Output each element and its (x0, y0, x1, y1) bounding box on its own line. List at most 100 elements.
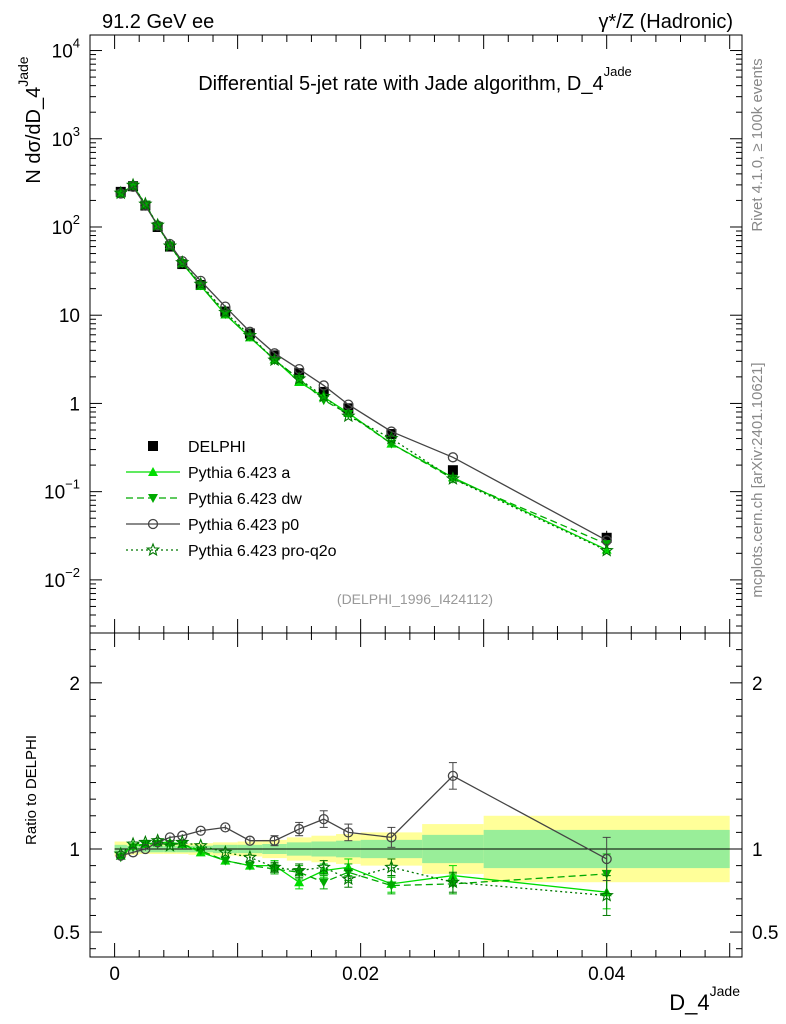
ratio-series-line (120, 843, 607, 887)
y-tick-label: 10−1 (44, 477, 80, 504)
y-tick-label: 10 (59, 306, 80, 327)
series-line (120, 186, 607, 542)
ratio-y-tick-label-left: 0.5 (54, 923, 80, 944)
ratio-series-point (220, 822, 231, 833)
series-point (125, 177, 141, 192)
x-axis-label-text: D_4 (669, 990, 709, 1015)
legend-label: Pythia 6.423 a (188, 465, 290, 482)
x-tick-label: 0.02 (342, 964, 379, 985)
ratio-y-tick-label-left: 1 (69, 840, 80, 861)
ratio-series-point (267, 859, 282, 874)
y-tick-label-base: 10 (59, 306, 80, 327)
ratio-series-point (244, 835, 256, 846)
main-title-sup: Jade (604, 64, 632, 79)
series-point (115, 188, 126, 199)
ratio-series-point (195, 825, 206, 836)
process-label: γ*/Z (Hadronic) (599, 11, 733, 33)
series-point (341, 408, 356, 423)
legend-item: Pythia 6.423 pro-q2o (126, 542, 337, 560)
y-tick-label-base: 10 (52, 130, 73, 151)
ratio-series-point (113, 846, 128, 861)
y-tick-label-base: 10 (44, 483, 65, 504)
y-tick-label: 1 (69, 394, 80, 415)
series-point (242, 327, 258, 342)
ratio-series-point (242, 849, 258, 864)
series-point (599, 543, 614, 557)
ratio-series-point (384, 859, 399, 874)
ratio-series-point (115, 850, 126, 861)
ratio-series-point (193, 838, 208, 852)
x-tick-label: 0.04 (588, 964, 625, 985)
legend-item: Pythia 6.423 p0 (126, 517, 299, 534)
legend-label: Pythia 6.423 p0 (188, 517, 299, 534)
y-tick-label-base: 10 (44, 571, 65, 592)
legend-marker (148, 494, 158, 503)
y-tick-label-exp: 4 (73, 36, 80, 51)
main-y-label-sup: Jade (15, 56, 31, 87)
series-point (162, 238, 178, 253)
watermark: (DELPHI_1996_I424112) (337, 591, 493, 607)
ratio-series-point (138, 834, 153, 849)
ratio-plot-panel: 0.5 0.5 1 1 2 2 0 0.02 0.04 (54, 632, 778, 985)
ratio-series-point (164, 832, 176, 843)
legend-label: DELPHI (188, 439, 246, 456)
y-tick-label-base: 10 (52, 42, 73, 63)
main-title-text: Differential 5-jet rate with Jade algori… (198, 73, 603, 95)
ratio-series-point (599, 888, 614, 902)
ratio-series-point (318, 878, 329, 888)
y-tick-label-base: 10 (52, 218, 73, 239)
legend-item: DELPHI (148, 439, 246, 456)
ratio-series-point (244, 861, 255, 871)
series-point (447, 452, 459, 463)
y-tick-label-base: 1 (69, 394, 80, 415)
series-point (113, 185, 128, 200)
ratio-plot-frame (89, 632, 743, 958)
ratio-series-point (447, 770, 459, 782)
y-tick-label: 103 (52, 124, 80, 151)
ratio-series-point (318, 813, 329, 825)
y-tick-label-exp: 3 (73, 124, 80, 139)
data-point (447, 465, 458, 476)
ratio-series-point (386, 832, 397, 843)
ratio-y-tick-label-right: 2 (752, 674, 763, 695)
ratio-series-point (162, 838, 178, 852)
data-point (601, 532, 612, 543)
series-point (193, 276, 208, 291)
series-point (175, 255, 190, 269)
series-point (384, 431, 399, 445)
legend-item: Pythia 6.423 dw (126, 491, 302, 508)
x-axis-label-sup: Jade (710, 983, 741, 999)
series-point (267, 352, 282, 367)
legend: DELPHI Pythia 6.423 a Pythia 6.423 dw Pythi… (126, 439, 337, 560)
main-y-label-text: N dσ/dD_4 (23, 87, 45, 184)
y-tick-label-exp: 2 (73, 212, 80, 227)
y-tick-label-exp: −2 (65, 565, 80, 580)
y-tick-label: 102 (52, 212, 80, 239)
series-point (150, 217, 165, 232)
series-point (195, 275, 206, 287)
y-tick-label: 10−2 (44, 565, 80, 592)
ratio-y-tick-label-left: 2 (69, 674, 80, 695)
legend-marker (145, 542, 161, 557)
ratio-series-line (120, 775, 607, 860)
ratio-series-line (120, 840, 607, 897)
energy-label: 91.2 GeV ee (102, 11, 214, 33)
ratio-series-point (220, 856, 231, 866)
y-tick-label-exp: −1 (65, 477, 80, 492)
ratio-series-point (293, 823, 305, 835)
series-point (138, 196, 153, 211)
ratio-series-point (150, 833, 165, 847)
series-point (177, 259, 188, 269)
ratio-series-point (601, 853, 612, 865)
ratio-series-point (316, 859, 331, 874)
x-tick-label: 0 (109, 964, 120, 985)
x-axis-label: D_4Jade (669, 983, 740, 1015)
main-y-label: N dσ/dD_4Jade (15, 56, 45, 183)
ratio-series-point (195, 846, 206, 856)
series-point (127, 181, 139, 193)
ratio-series-point (269, 835, 280, 846)
ratio-y-tick-label-right: 0.5 (752, 923, 778, 944)
ratio-series-point (125, 836, 141, 851)
series-point (343, 409, 354, 419)
